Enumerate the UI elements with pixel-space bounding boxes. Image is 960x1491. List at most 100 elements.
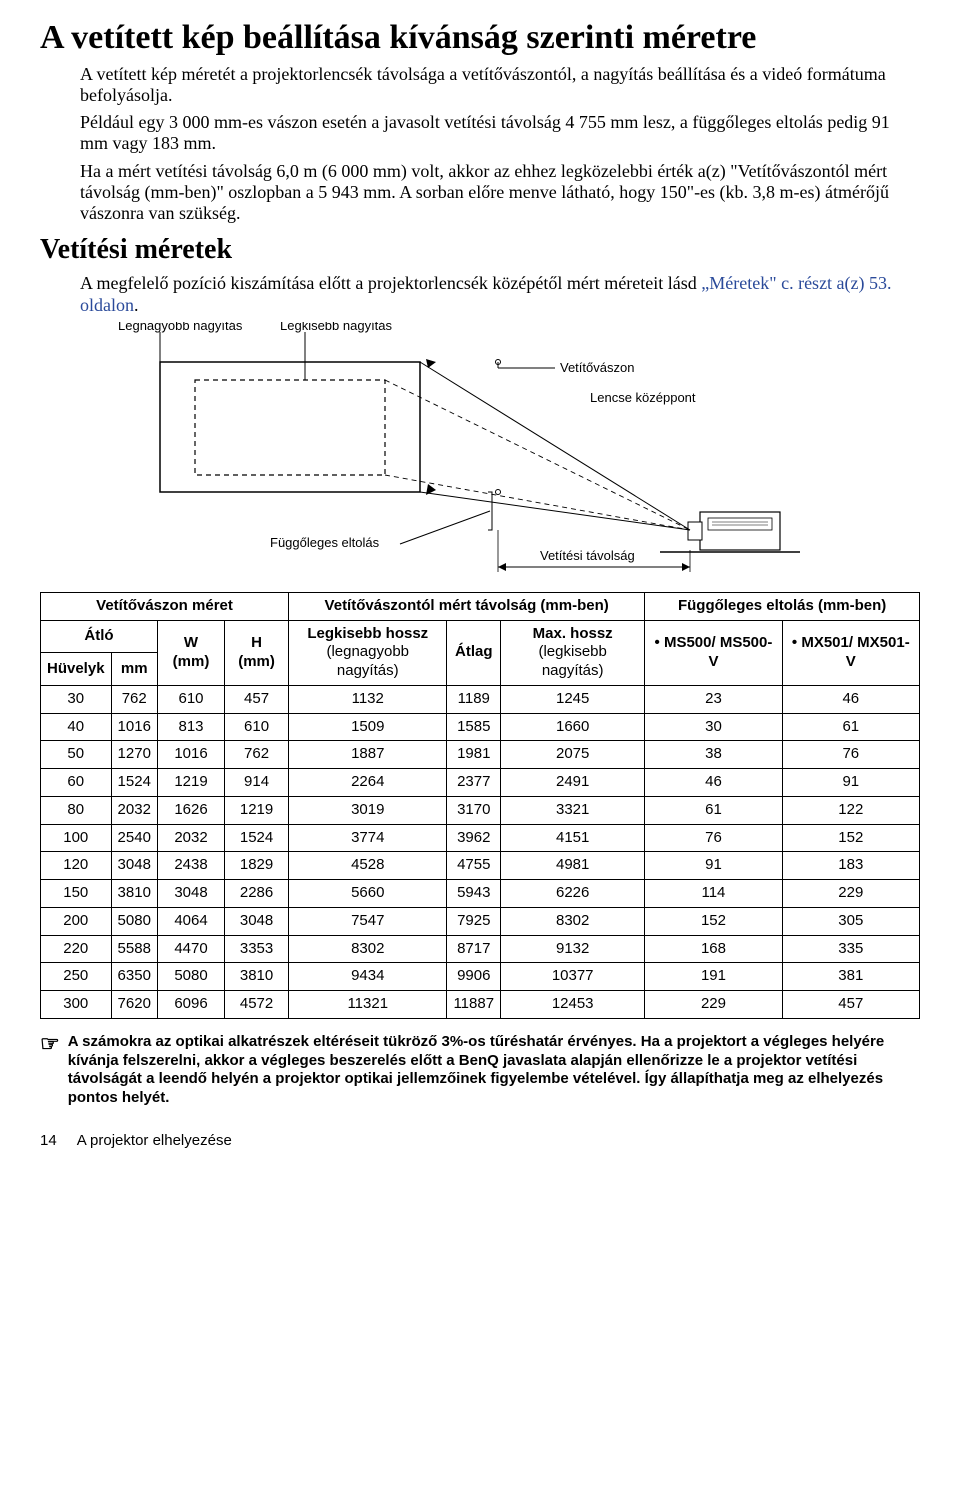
table-cell: 2438 (157, 852, 224, 880)
table-row: 10025402032152437743962415176152 (41, 824, 920, 852)
table-cell: 2491 (501, 769, 645, 797)
table-cell: 3019 (289, 796, 447, 824)
table-cell: 3170 (447, 796, 501, 824)
table-cell: 1219 (225, 796, 289, 824)
table-cell: 80 (41, 796, 112, 824)
sizes-intro: A megfelelő pozíció kiszámítása előtt a … (80, 273, 920, 315)
table-cell: 2540 (111, 824, 157, 852)
table-cell: 1016 (157, 741, 224, 769)
table-cell: 8302 (501, 907, 645, 935)
table-cell: 168 (645, 935, 782, 963)
intro-para-3: Ha a mért vetítési távolság 6,0 m (6 000… (80, 161, 920, 225)
table-cell: 5080 (111, 907, 157, 935)
table-cell: 152 (782, 824, 919, 852)
table-cell: 46 (645, 769, 782, 797)
table-cell: 3353 (225, 935, 289, 963)
table-row: 8020321626121930193170332161122 (41, 796, 920, 824)
table-cell: 76 (782, 741, 919, 769)
table-row: 200508040643048754779258302152305 (41, 907, 920, 935)
table-cell: 2377 (447, 769, 501, 797)
page-title: A vetített kép beállítása kívánság szeri… (40, 20, 920, 56)
table-cell: 30 (41, 685, 112, 713)
table-cell: 100 (41, 824, 112, 852)
table-cell: 1585 (447, 713, 501, 741)
table-cell: 61 (782, 713, 919, 741)
table-cell: 9906 (447, 963, 501, 991)
table-cell: 4981 (501, 852, 645, 880)
table-cell: 61 (645, 796, 782, 824)
table-cell: 60 (41, 769, 112, 797)
table-cell: 6096 (157, 991, 224, 1019)
table-cell: 6226 (501, 880, 645, 908)
th-avg: Átlag (447, 620, 501, 685)
table-cell: 2264 (289, 769, 447, 797)
page-section: A projektor elhelyezése (77, 1132, 232, 1149)
sizes-intro-b: . (134, 295, 139, 315)
table-cell: 46 (782, 685, 919, 713)
th-voffset: Függőleges eltolás (mm-ben) (645, 592, 920, 620)
table-cell: 91 (645, 852, 782, 880)
table-cell: 1981 (447, 741, 501, 769)
table-row: 60152412199142264237724914691 (41, 769, 920, 797)
table-row: 12030482438182945284755498191183 (41, 852, 920, 880)
table-cell: 2286 (225, 880, 289, 908)
table-cell: 8717 (447, 935, 501, 963)
table-cell: 229 (782, 880, 919, 908)
table-cell: 200 (41, 907, 112, 935)
table-cell: 7547 (289, 907, 447, 935)
table-cell: 914 (225, 769, 289, 797)
table-cell: 3962 (447, 824, 501, 852)
table-cell: 610 (225, 713, 289, 741)
table-cell: 7620 (111, 991, 157, 1019)
table-cell: 7925 (447, 907, 501, 935)
projection-diagram: Legnagyobb nagyítás Legkisebb nagyítás V… (100, 322, 920, 582)
table-row: 300762060964572113211188712453229457 (41, 991, 920, 1019)
table-cell: 3048 (225, 907, 289, 935)
table-cell: 1829 (225, 852, 289, 880)
th-minlen: Legkisebb hossz (legnagyobb nagyítás) (289, 620, 447, 685)
table-cell: 23 (645, 685, 782, 713)
intro-para-1: A vetített kép méretét a projektorlencsé… (80, 64, 920, 106)
table-cell: 91 (782, 769, 919, 797)
table-cell: 2032 (111, 796, 157, 824)
th-distance: Vetítővászontól mért távolság (mm-ben) (289, 592, 645, 620)
table-cell: 9434 (289, 963, 447, 991)
table-cell: 3774 (289, 824, 447, 852)
table-cell: 457 (225, 685, 289, 713)
table-cell: 12453 (501, 991, 645, 1019)
table-cell: 3810 (111, 880, 157, 908)
table-cell: 762 (225, 741, 289, 769)
sizes-intro-a: A megfelelő pozíció kiszámítása előtt a … (80, 273, 701, 293)
table-cell: 5943 (447, 880, 501, 908)
table-cell: 114 (645, 880, 782, 908)
table-cell: 40 (41, 713, 112, 741)
projector-icon (660, 512, 800, 552)
table-cell: 4470 (157, 935, 224, 963)
table-cell: 1524 (225, 824, 289, 852)
table-cell: 30 (645, 713, 782, 741)
table-cell: 5660 (289, 880, 447, 908)
table-cell: 762 (111, 685, 157, 713)
th-maxlen: Max. hossz (legkisebb nagyítás) (501, 620, 645, 685)
diagram-label-distance: Vetítési távolság (540, 548, 635, 563)
table-cell: 3048 (157, 880, 224, 908)
hand-point-icon: ☞ (40, 1033, 60, 1108)
table-cell: 457 (782, 991, 919, 1019)
page-footer: 14 A projektor elhelyezése (40, 1132, 920, 1151)
diagram-label-screen: Vetítővászon (560, 360, 634, 375)
table-cell: 76 (645, 824, 782, 852)
table-row: 307626104571132118912452346 (41, 685, 920, 713)
table-cell: 1509 (289, 713, 447, 741)
intro-para-2: Például egy 3 000 mm-es vászon esetén a … (80, 112, 920, 154)
diagram-svg: Legnagyobb nagyítás Legkisebb nagyítás V… (100, 322, 840, 582)
th-model-a: • MS500/ MS500-V (645, 620, 782, 685)
table-cell: 8302 (289, 935, 447, 963)
table-row: 4010168136101509158516603061 (41, 713, 920, 741)
table-cell: 183 (782, 852, 919, 880)
table-cell: 305 (782, 907, 919, 935)
diagram-label-min-zoom: Legkisebb nagyítás (280, 322, 393, 333)
table-cell: 4572 (225, 991, 289, 1019)
table-cell: 10377 (501, 963, 645, 991)
table-cell: 229 (645, 991, 782, 1019)
table-cell: 11887 (447, 991, 501, 1019)
